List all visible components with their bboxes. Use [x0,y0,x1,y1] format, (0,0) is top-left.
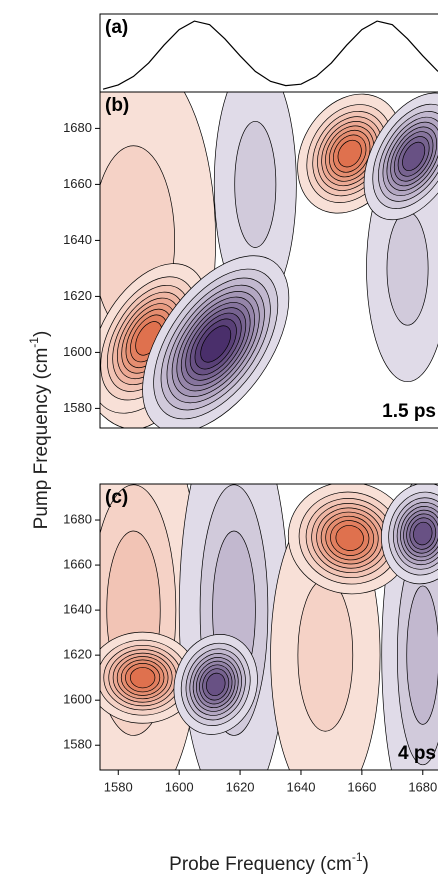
plot-frame [99,483,438,771]
x-label-end: ) [363,854,369,875]
x-tick-label: 1620 [226,779,255,794]
y-tick-label: 1580 [63,737,92,752]
panel-label: (c) [105,487,128,508]
contour-level [234,120,277,248]
y-axis-label: Pump Frequency (cm-1) [27,331,52,530]
time-label: 4 ps [398,743,436,764]
x-tick-label: 1580 [104,779,133,794]
plot-background [100,14,438,92]
x-tick-label: 1640 [287,779,316,794]
y-tick-label: 1660 [63,557,92,572]
contour-level [386,211,429,326]
contour-level [129,667,156,689]
y-label-end: ) [31,331,52,337]
contour-level [402,141,426,172]
y-tick-label: 1660 [63,176,92,191]
spectrum-line [102,20,438,90]
plot-area [100,14,438,92]
contour-level [335,525,364,551]
x-tick-label: 1600 [165,779,194,794]
contour-level [205,672,226,697]
plot-frame [99,91,438,429]
contour-level [413,521,433,546]
y-tick-label: 1680 [63,120,92,135]
time-label: 1.5 ps [382,401,436,422]
x-tick-label: 1660 [347,779,376,794]
x-tick-label: 1680 [408,779,437,794]
y-tick-label: 1640 [63,602,92,617]
y-tick-label: 1600 [63,344,92,359]
y-tick-label: 1620 [63,647,92,662]
x-axis-label: Probe Frequency (cm-1) [169,850,369,875]
contour-level [297,578,354,732]
y-tick-label: 1640 [63,232,92,247]
plot-area [100,484,438,770]
y-tick-label: 1600 [63,692,92,707]
panel-label: (a) [105,17,128,38]
plot-area [100,92,438,428]
x-label-sup: -1 [352,850,363,864]
y-tick-label: 1620 [63,288,92,303]
contour-level [406,585,438,725]
y-tick-label: 1580 [63,400,92,415]
y-tick-label: 1680 [63,511,92,526]
y-label-text: Pump Frequency (cm [31,348,52,530]
contour-level [200,325,232,363]
contour-level [337,139,362,168]
y-label-sup: -1 [27,337,41,348]
panel-label: (b) [105,95,129,116]
x-label-text: Probe Frequency (cm [169,854,352,875]
